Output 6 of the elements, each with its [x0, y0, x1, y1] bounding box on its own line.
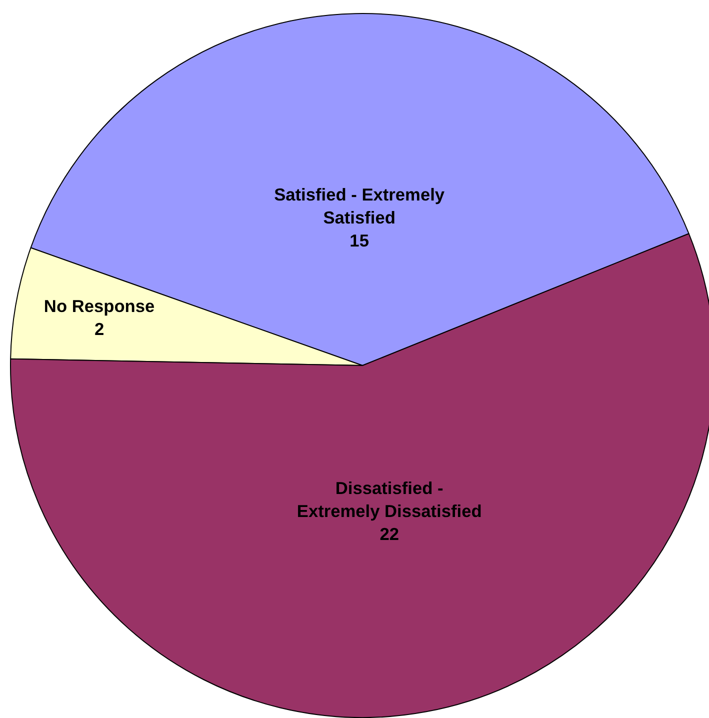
- slice-label: Satisfied - Extremely Satisfied: [274, 184, 445, 228]
- slice-label: No Response: [44, 296, 156, 316]
- data-label: 2: [94, 319, 104, 340]
- data-label: 22: [380, 524, 399, 544]
- data-label: 15: [350, 230, 370, 251]
- slice-label: Dissatisfied - Extremely Dissatisfied: [296, 478, 482, 521]
